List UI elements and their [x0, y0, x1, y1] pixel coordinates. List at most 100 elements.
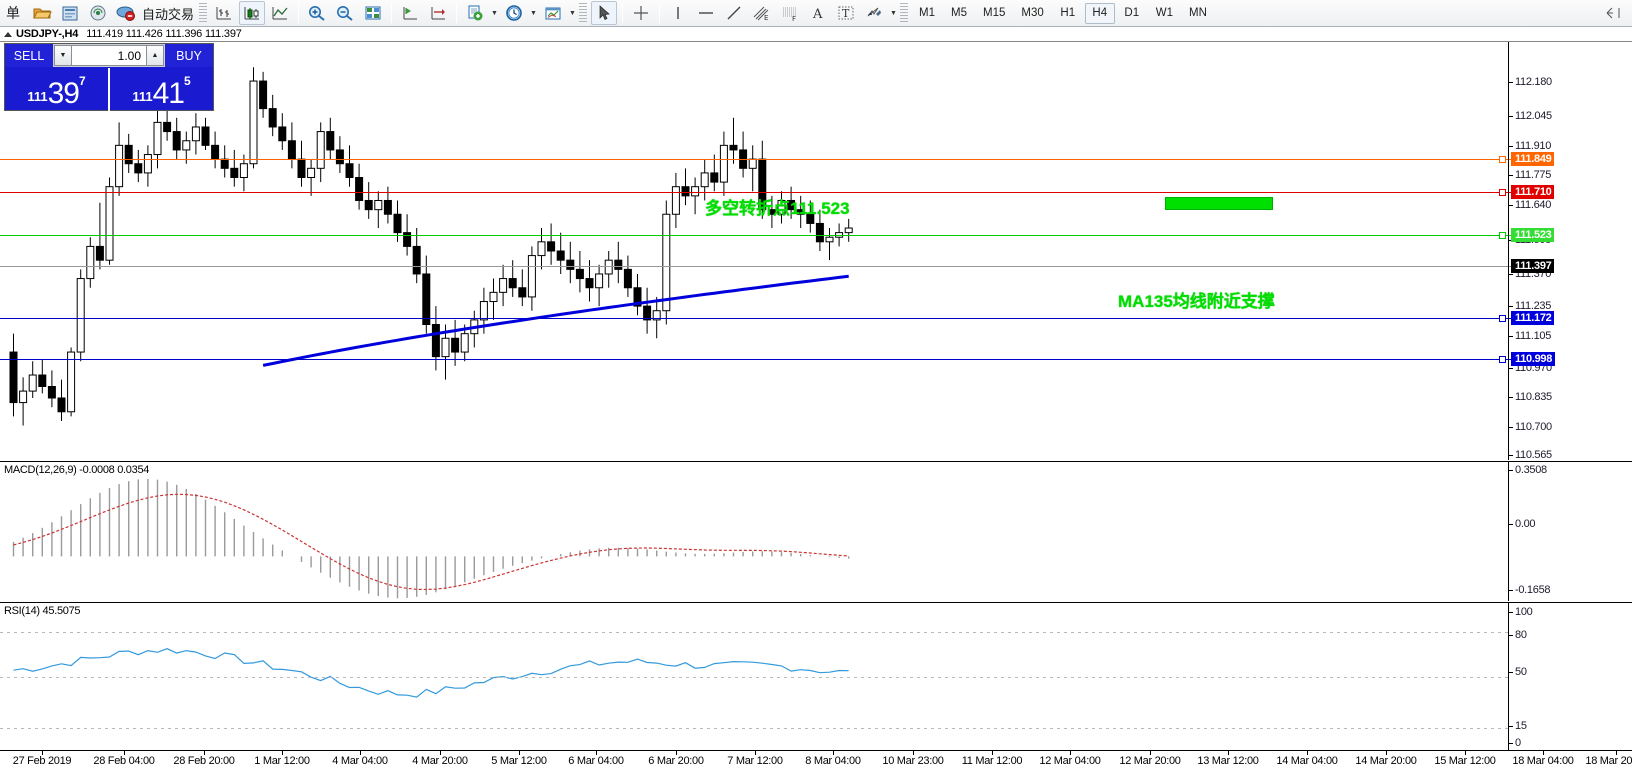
buy-label[interactable]: BUY — [165, 44, 213, 67]
candlestick-svg — [9, 67, 853, 426]
sell-label[interactable]: SELL — [5, 44, 53, 67]
templates-dropdown-icon[interactable]: ▼ — [569, 9, 576, 17]
price-tag: 111.523 — [1511, 228, 1555, 242]
candle — [143, 145, 152, 187]
candle — [556, 232, 565, 274]
price-level-handle[interactable] — [1499, 232, 1506, 239]
macd-label: MACD(12,26,9) -0.0008 0.0354 — [4, 464, 150, 476]
buy-price-sup: 5 — [183, 74, 191, 88]
candle — [76, 269, 85, 362]
svg-text:A: A — [812, 7, 823, 22]
toolbar-grip-2[interactable] — [579, 2, 588, 24]
rsi-svg — [13, 648, 849, 698]
collapse-triangle-icon[interactable] — [4, 31, 12, 37]
candle — [806, 200, 815, 233]
toolbar-grip-3[interactable] — [900, 2, 909, 24]
spin-up-icon[interactable]: ▲ — [146, 45, 164, 66]
price-plot-area[interactable]: 多空转折点111.523 MA135均线附近支撑 — [0, 42, 1508, 460]
news-icon[interactable] — [57, 1, 83, 25]
tf-m30[interactable]: M30 — [1021, 7, 1044, 19]
rsi-plot-area[interactable] — [0, 603, 1508, 750]
candle — [767, 195, 776, 229]
tf-mn[interactable]: MN — [1189, 7, 1207, 19]
cursor-icon[interactable] — [591, 1, 618, 25]
axis-tick — [1509, 726, 1513, 727]
tf-h1[interactable]: H1 — [1060, 7, 1076, 19]
text-label-icon[interactable]: A — [805, 1, 831, 25]
time-tick — [992, 751, 993, 755]
candle — [307, 159, 316, 196]
time-label: 18 Mar 20:00 — [1585, 755, 1632, 767]
autotrade-label[interactable]: 自动交易 — [142, 6, 195, 22]
price-level-handle[interactable] — [1499, 356, 1506, 363]
candle — [575, 251, 584, 293]
tf-m1[interactable]: M1 — [919, 7, 935, 19]
price-level-handle[interactable] — [1499, 315, 1506, 322]
period-dropdown-icon[interactable]: ▼ — [530, 9, 537, 17]
line-chart-icon[interactable] — [267, 1, 293, 25]
main-toolbar: 单 自动交易 — [0, 0, 1632, 27]
volume-input[interactable]: 1.00 — [72, 45, 146, 66]
signals-icon[interactable] — [85, 1, 111, 25]
horizontal-line-icon[interactable] — [693, 1, 719, 25]
folder-icon[interactable] — [29, 1, 55, 25]
buy-button[interactable]: 111 41 5 — [110, 68, 213, 111]
sell-button[interactable]: 111 39 7 — [5, 68, 110, 111]
candle — [460, 324, 469, 362]
sell-price-prefix: 111 — [27, 89, 48, 104]
shapes-dropdown-icon[interactable]: ▼ — [890, 9, 897, 17]
candle — [527, 246, 536, 311]
new-object-dropdown-icon[interactable]: ▼ — [491, 9, 498, 17]
templates-icon[interactable] — [540, 1, 566, 25]
tf-d1[interactable]: D1 — [1124, 7, 1140, 19]
candle — [259, 71, 268, 118]
chart-autoscroll-icon[interactable] — [425, 1, 451, 25]
price-axis[interactable]: 112.180 112.045 111.910 111.775 111.640 111.5… — [1508, 42, 1632, 497]
expand-icon[interactable] — [1600, 1, 1626, 25]
candle — [345, 145, 354, 187]
tf-m15[interactable]: M15 — [983, 7, 1006, 19]
price-level-handle[interactable] — [1499, 189, 1506, 196]
axis-label: 110.565 — [1515, 449, 1552, 461]
candle — [287, 122, 296, 169]
candle — [105, 177, 114, 265]
chart-grid-icon[interactable] — [360, 1, 386, 25]
bar-chart-icon[interactable] — [211, 1, 237, 25]
zoom-in-icon[interactable] — [304, 1, 330, 25]
text-box-icon[interactable]: T — [833, 1, 859, 25]
order-icon[interactable]: 单 — [1, 1, 27, 25]
toolbar-grip[interactable] — [199, 2, 208, 24]
vertical-line-icon[interactable] — [665, 1, 691, 25]
zoom-out-icon[interactable] — [332, 1, 358, 25]
axis-tick — [1509, 427, 1513, 428]
axis-label: 0.3508 — [1515, 464, 1547, 476]
spin-down-icon[interactable]: ▼ — [54, 45, 72, 66]
autotrade-icon[interactable] — [113, 1, 139, 25]
rsi-level-line — [0, 727, 1508, 729]
tf-h4[interactable]: H4 — [1084, 2, 1115, 24]
tf-w1[interactable]: W1 — [1155, 7, 1174, 19]
price-level-handle[interactable] — [1499, 156, 1506, 163]
equidistant-channel-icon[interactable]: E — [749, 1, 775, 25]
toolbar-divider-4 — [622, 3, 624, 23]
candle — [595, 264, 604, 307]
axis-tick — [1509, 397, 1513, 398]
time-axis[interactable]: 27 Feb 2019 28 Feb 04:00 28 Feb 20:00 1 Mar… — [0, 750, 1632, 775]
candlestick-chart-icon[interactable] — [239, 1, 266, 25]
trendline-icon[interactable] — [721, 1, 747, 25]
tf-m5[interactable]: M5 — [951, 7, 967, 19]
chart-shift-icon[interactable] — [397, 1, 423, 25]
macd-plot-area[interactable] — [0, 462, 1508, 601]
rsi-level-line — [0, 676, 1508, 678]
shapes-icon[interactable] — [861, 1, 887, 25]
new-object-icon[interactable] — [462, 1, 488, 25]
period-clock-icon[interactable] — [501, 1, 527, 25]
time-label: 18 Mar 04:00 — [1512, 755, 1574, 767]
time-label: 12 Mar 04:00 — [1039, 755, 1101, 767]
crosshair-icon[interactable] — [628, 1, 654, 25]
candle — [835, 223, 844, 247]
time-tick — [282, 751, 283, 755]
candle — [777, 191, 786, 224]
annotation-turning-point: 多空转折点111.523 — [705, 199, 850, 218]
fibonacci-icon[interactable]: F — [777, 1, 803, 25]
